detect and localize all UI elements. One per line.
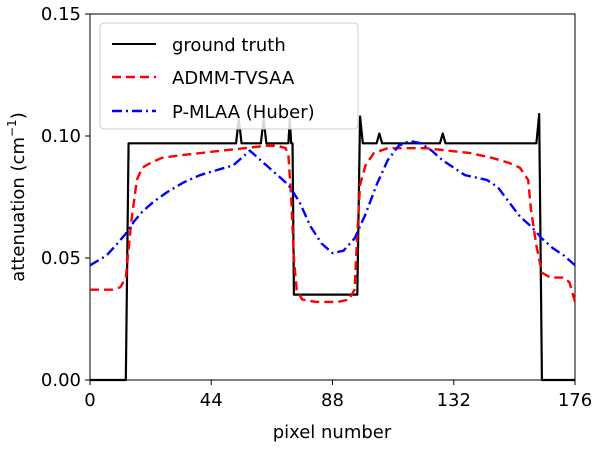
x-axis-ticks: 0 44 88 132 176 <box>84 380 592 411</box>
legend-label-ground-truth: ground truth <box>172 35 286 56</box>
y-tick-label: 0.00 <box>41 370 81 391</box>
y-axis-label-superscript: −1 <box>5 119 19 137</box>
y-tick-label: 0.05 <box>41 248 81 269</box>
legend-box <box>99 22 359 130</box>
legend-label-admm-tvsaa: ADMM-TVSAA <box>172 68 295 89</box>
y-axis-ticks: 0.00 0.05 0.10 0.15 <box>41 4 90 391</box>
y-axis-label-main: attenuation (cm <box>8 137 29 282</box>
series-line-admm-tvsaa <box>90 144 577 304</box>
x-tick-label: 176 <box>558 390 592 411</box>
legend: ground truth ADMM-TVSAA P-MLAA (Huber) <box>99 22 359 130</box>
y-axis-label: attenuation (cm−1) <box>5 112 29 281</box>
y-tick-label: 0.15 <box>41 4 81 25</box>
series-line-ground-truth <box>90 112 575 382</box>
series-layer <box>89 112 577 382</box>
x-tick-label: 132 <box>437 390 471 411</box>
x-axis-label: pixel number <box>273 422 392 443</box>
x-tick-label: 44 <box>200 390 223 411</box>
y-tick-label: 0.10 <box>41 126 81 147</box>
series-line-p-mlaa-huber <box>89 139 576 267</box>
x-tick-label: 88 <box>321 390 344 411</box>
legend-label-p-mlaa-huber: P-MLAA (Huber) <box>172 102 315 123</box>
y-axis-label-end: ) <box>8 112 29 119</box>
x-tick-label: 0 <box>84 390 95 411</box>
